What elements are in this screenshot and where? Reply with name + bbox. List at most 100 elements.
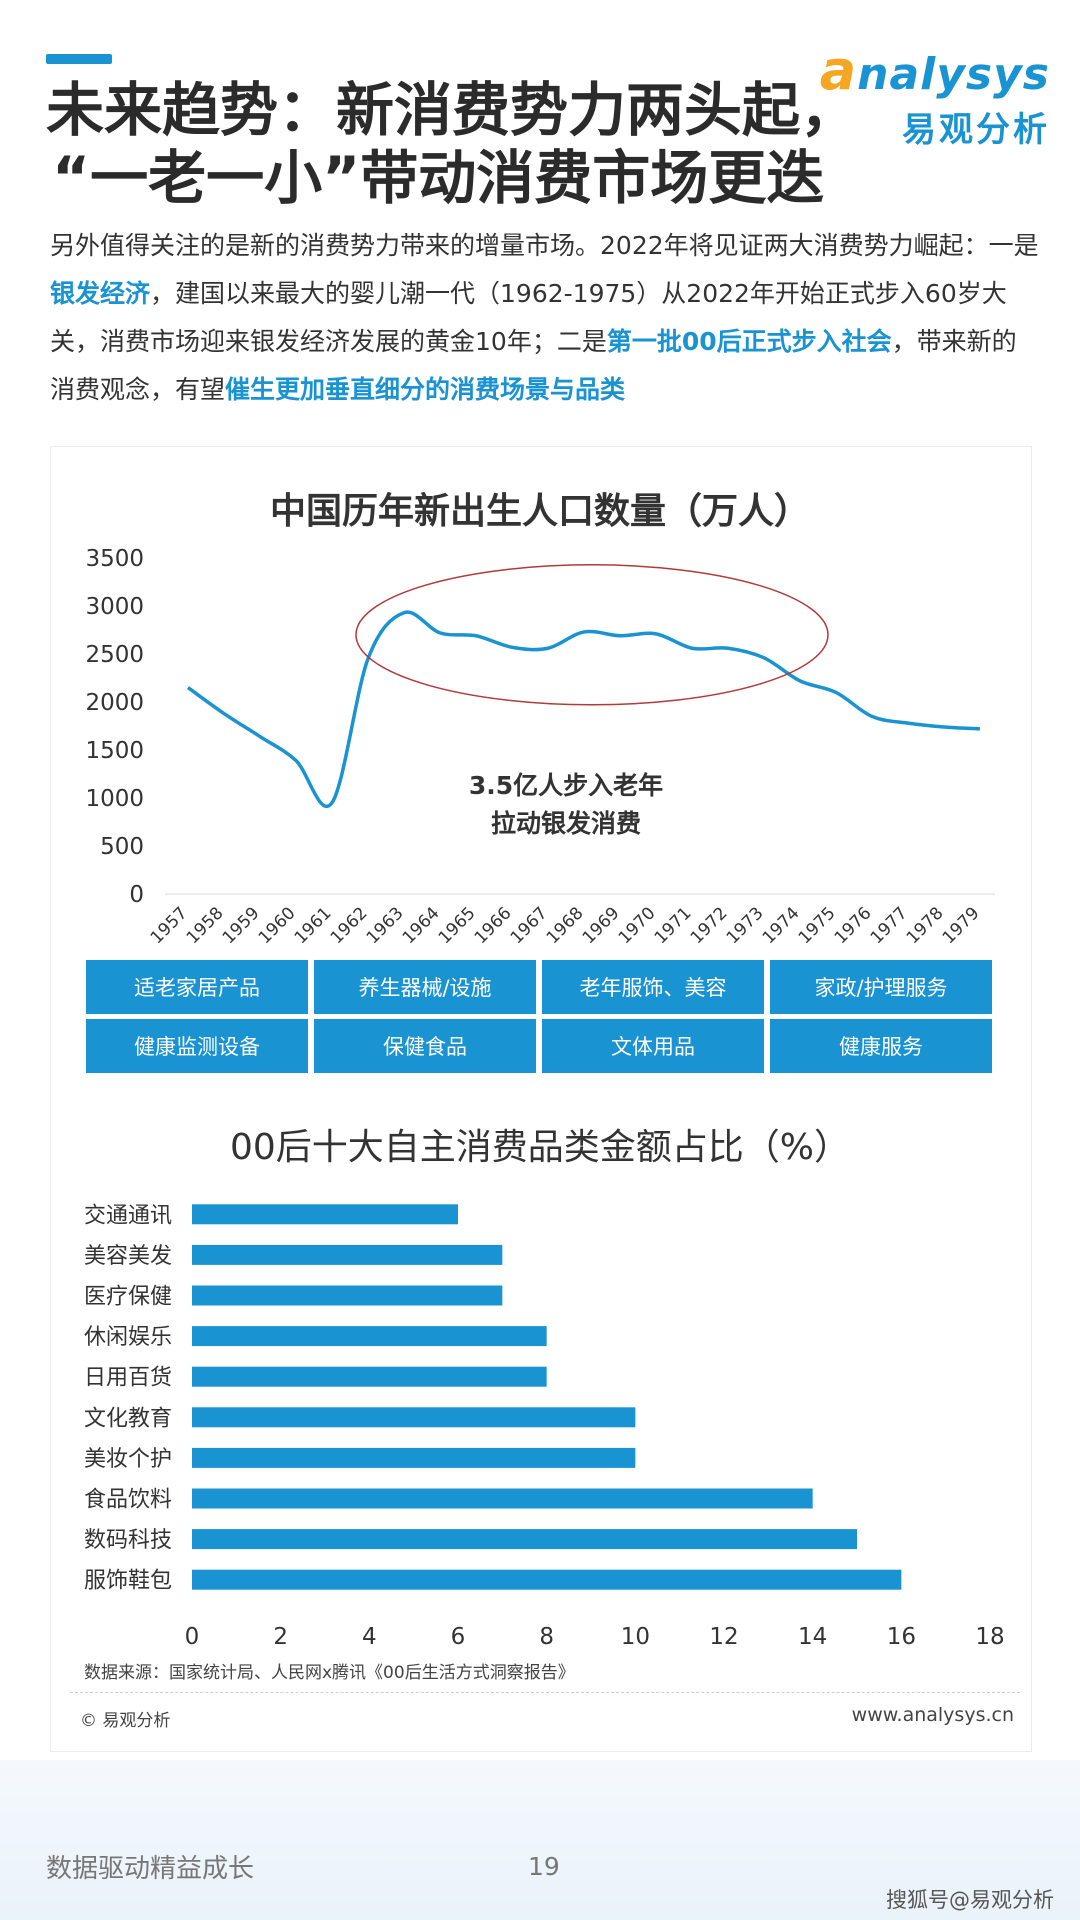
chart-annotation-line2: 拉动银发消费 (491, 809, 641, 838)
x-tick-label: 0 (185, 1624, 200, 1650)
category-label: 食品饮料 (84, 1488, 172, 1513)
category-bar (192, 1366, 547, 1387)
category-bar (192, 1285, 503, 1306)
data-source-note: 数据来源：国家统计局、人民网x腾讯《00后生活方式洞察报告》 (84, 1663, 575, 1683)
category-label: 数码科技 (84, 1528, 172, 1553)
logo-english: analysys (819, 39, 1050, 102)
x-tick-label: 1960 (255, 903, 300, 948)
category-label: 日用百货 (84, 1366, 172, 1391)
y-tick-label: 2000 (85, 690, 144, 716)
consumer-tag: 适老家居产品 (86, 960, 308, 1014)
intro-text: ，带来新的消费观念，有望 (50, 327, 1017, 404)
y-tick-label: 1500 (85, 738, 144, 764)
x-tick-label: 1975 (795, 903, 840, 948)
x-tick-label: 1976 (831, 903, 876, 948)
consumer-tag: 健康监测设备 (86, 1019, 308, 1073)
x-tick-label: 1973 (723, 903, 768, 948)
x-tick-label: 1957 (147, 903, 192, 948)
x-tick-label: 14 (798, 1624, 827, 1650)
category-bar (192, 1488, 813, 1509)
category-bar (192, 1326, 547, 1347)
intro-highlight: 催生更加垂直细分的消费场景与品类 (225, 375, 626, 404)
birth-series-line (186, 610, 981, 808)
consumer-tag: 家政/护理服务 (770, 960, 992, 1014)
consumer-tag: 保健食品 (314, 1019, 536, 1073)
category-bar (192, 1204, 458, 1225)
y-tick-label: 3000 (85, 594, 144, 620)
x-tick-label: 1967 (507, 903, 552, 948)
y-tick-label: 3500 (85, 546, 144, 572)
category-bar (192, 1447, 636, 1468)
x-tick-label: 1959 (219, 903, 264, 948)
category-label: 医疗保健 (84, 1285, 172, 1310)
chart-annotation-line1: 3.5亿人步入老年 (469, 771, 663, 800)
website-link[interactable]: www.analysys.cn (851, 1704, 1014, 1726)
category-bar-chart: 交通通讯美容美发医疗保健休闲娱乐日用百货文化教育美妆个护食品饮料数码科技服饰鞋包… (84, 1203, 1005, 1650)
category-bar (192, 1569, 902, 1590)
intro-highlight: 银发经济 (50, 279, 151, 308)
page-number: 19 (528, 1852, 560, 1881)
x-tick-label: 1958 (183, 903, 228, 948)
x-tick-label: 1977 (867, 903, 912, 948)
category-bar (192, 1244, 503, 1265)
card-divider (70, 1692, 1020, 1693)
y-tick-label: 2500 (85, 642, 144, 668)
x-tick-label: 1968 (543, 903, 588, 948)
x-tick-label: 1974 (759, 903, 804, 948)
intro-paragraph: 另外值得关注的是新的消费势力带来的增量市场。2022年将见证两大消费势力崛起：一… (50, 222, 1040, 414)
birth-chart-title: 中国历年新出生人口数量（万人） (269, 491, 810, 532)
category-label: 交通通讯 (84, 1203, 172, 1228)
analysys-logo: analysys 易观分析 (820, 44, 1050, 151)
x-tick-label: 18 (975, 1624, 1004, 1650)
page-title-line2: “一老一小”带动消费市场更迭 (52, 144, 825, 213)
consumer-tag: 文体用品 (542, 1019, 764, 1073)
x-tick-label: 1970 (615, 903, 660, 948)
x-tick-label: 1972 (687, 903, 732, 948)
category-label: 休闲娱乐 (84, 1325, 172, 1350)
consumer-tag: 健康服务 (770, 1019, 992, 1073)
category-label: 服饰鞋包 (84, 1569, 172, 1594)
x-tick-label: 12 (709, 1624, 738, 1650)
page-title-line1: 未来趋势：新消费势力两头起， (46, 76, 859, 144)
category-label: 文化教育 (84, 1406, 172, 1431)
x-tick-label: 1978 (903, 903, 948, 948)
x-tick-label: 1971 (651, 903, 696, 948)
consumer-tag: 老年服饰、美容 (542, 960, 764, 1014)
y-tick-label: 0 (129, 882, 144, 908)
category-label: 美妆个护 (84, 1447, 172, 1472)
x-tick-label: 1979 (939, 903, 984, 948)
x-tick-label: 10 (621, 1624, 650, 1650)
baby-boom-highlight-ellipse (355, 564, 829, 706)
consumer-tag: 养生器械/设施 (314, 960, 536, 1014)
x-tick-label: 16 (887, 1624, 916, 1650)
intro-text: ，建国以来最大的婴儿潮一代（1962-1975）从2022年开始正式步入60岁大… (50, 279, 1007, 356)
x-tick-label: 1966 (471, 903, 516, 948)
x-tick-label: 1962 (327, 903, 372, 948)
footer-slogan: 数据驱动精益成长 (46, 1854, 255, 1884)
x-tick-label: 1965 (435, 903, 480, 948)
x-tick-label: 2 (273, 1624, 288, 1650)
x-tick-label: 4 (362, 1624, 377, 1650)
x-tick-label: 1961 (291, 903, 336, 948)
x-tick-label: 8 (539, 1624, 554, 1650)
page-title: 未来趋势：新消费势力两头起， “一老一小”带动消费市场更迭 (46, 76, 876, 213)
x-tick-label: 6 (451, 1624, 466, 1650)
category-label: 美容美发 (84, 1244, 172, 1269)
intro-text: 另外值得关注的是新的消费势力带来的增量市场。2022年将见证两大消费势力崛起：一… (50, 231, 1039, 260)
intro-highlight: 第一批00后正式步入社会 (606, 327, 892, 356)
title-accent-bar (46, 54, 112, 64)
category-bar (192, 1407, 636, 1428)
x-tick-label: 1969 (579, 903, 624, 948)
category-bar (192, 1529, 857, 1550)
silver-economy-tags: 适老家居产品 养生器械/设施 老年服饰、美容 家政/护理服务健康监测设备 保健食品 文体用… (86, 960, 994, 1073)
copyright-text: © 易观分析 (80, 1711, 171, 1731)
footer-background (0, 1760, 1080, 1920)
x-tick-label: 1963 (363, 903, 408, 948)
y-tick-label: 500 (100, 834, 144, 860)
birth-population-line-chart: 0 500 1000 1500 2000 2500 3000 3500 195719581959… (85, 546, 995, 948)
x-tick-label: 1964 (399, 903, 444, 948)
y-tick-label: 1000 (85, 786, 144, 812)
category-chart-title: 00后十大自主消费品类金额占比（%） (229, 1127, 851, 1168)
logo-chinese: 易观分析 (902, 110, 1050, 150)
footer-watermark: 搜狐号@易观分析 (886, 1888, 1054, 1912)
